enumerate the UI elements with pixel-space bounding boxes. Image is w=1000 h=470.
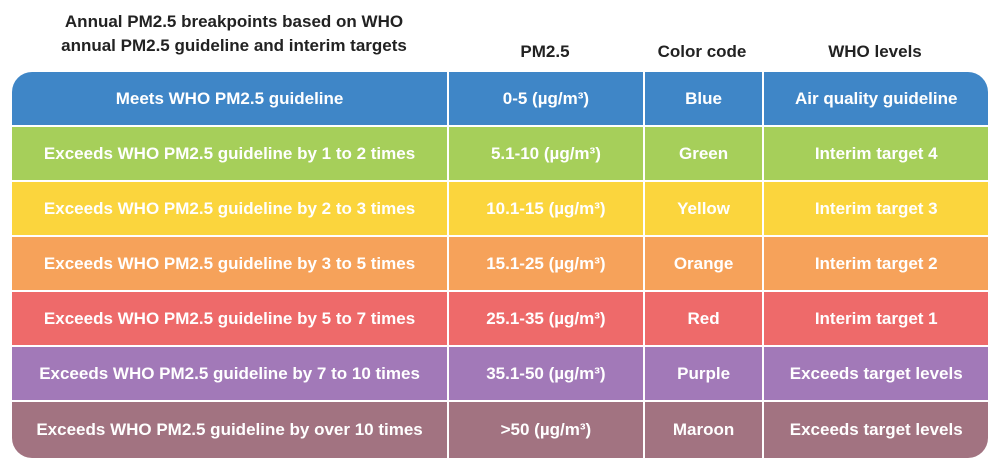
row-description: Exceeds WHO PM2.5 guideline by 5 to 7 ti…: [12, 292, 448, 345]
row-pm25-range: 25.1-35 (µg/m³): [449, 292, 643, 345]
row-description: Exceeds WHO PM2.5 guideline by over 10 t…: [12, 402, 448, 458]
breakpoints-table: Meets WHO PM2.5 guideline 0-5 (µg/m³) Bl…: [12, 72, 988, 458]
title-line-1: Annual PM2.5 breakpoints based on WHO: [64, 12, 404, 31]
row-color-code: Yellow: [644, 182, 763, 235]
table-row: Exceeds WHO PM2.5 guideline by 3 to 5 ti…: [12, 237, 988, 290]
row-pm25-range: 10.1-15 (µg/m³): [449, 182, 643, 235]
row-description: Meets WHO PM2.5 guideline: [12, 72, 448, 125]
row-color-code: Blue: [644, 72, 763, 125]
table-row: Exceeds WHO PM2.5 guideline by 1 to 2 ti…: [12, 127, 988, 180]
table-row: Exceeds WHO PM2.5 guideline by 7 to 10 t…: [12, 347, 988, 400]
row-color-code: Green: [644, 127, 763, 180]
row-pm25-range: 15.1-25 (µg/m³): [449, 237, 643, 290]
row-who-level: Interim target 3: [764, 182, 988, 235]
row-color-code: Orange: [644, 237, 763, 290]
row-who-level: Interim target 2: [764, 237, 988, 290]
row-who-level: Exceeds target levels: [764, 347, 988, 400]
row-pm25-range: 35.1-50 (µg/m³): [449, 347, 643, 400]
row-pm25-range: 5.1-10 (µg/m³): [449, 127, 643, 180]
row-pm25-range: 0-5 (µg/m³): [449, 72, 643, 125]
row-pm25-range: >50 (µg/m³): [449, 402, 643, 458]
column-header-color-code: Color code: [657, 42, 747, 61]
row-who-level: Air quality guideline: [764, 72, 988, 125]
table-row: Meets WHO PM2.5 guideline 0-5 (µg/m³) Bl…: [12, 72, 988, 125]
row-color-code: Red: [644, 292, 763, 345]
table-row: Exceeds WHO PM2.5 guideline by 2 to 3 ti…: [12, 182, 988, 235]
column-header-who-levels: WHO levels: [828, 42, 922, 61]
column-header-pm25: PM2.5: [520, 42, 570, 61]
row-description: Exceeds WHO PM2.5 guideline by 7 to 10 t…: [12, 347, 448, 400]
table-row: Exceeds WHO PM2.5 guideline by over 10 t…: [12, 402, 988, 458]
row-description: Exceeds WHO PM2.5 guideline by 3 to 5 ti…: [12, 237, 448, 290]
row-color-code: Maroon: [644, 402, 763, 458]
table-row: Exceeds WHO PM2.5 guideline by 5 to 7 ti…: [12, 292, 988, 345]
row-description: Exceeds WHO PM2.5 guideline by 1 to 2 ti…: [12, 127, 448, 180]
title-line-2: annual PM2.5 guideline and interim targe…: [61, 36, 407, 55]
row-who-level: Interim target 1: [764, 292, 988, 345]
row-who-level: Interim target 4: [764, 127, 988, 180]
table-header: Annual PM2.5 breakpoints based on WHO an…: [12, 6, 988, 68]
row-description: Exceeds WHO PM2.5 guideline by 2 to 3 ti…: [12, 182, 448, 235]
row-color-code: Purple: [644, 347, 763, 400]
table-title: Annual PM2.5 breakpoints based on WHO an…: [24, 10, 444, 58]
row-who-level: Exceeds target levels: [764, 402, 988, 458]
